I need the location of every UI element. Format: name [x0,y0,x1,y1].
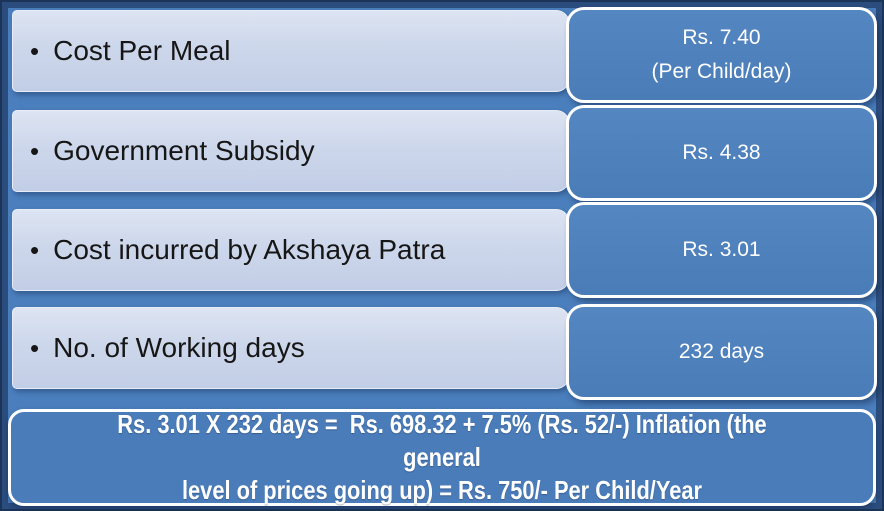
value-box-cost-per-meal: Rs. 7.40 (Per Child/day) [566,7,877,103]
bullet-icon: • [30,36,40,66]
label-box-government-subsidy: • Government Subsidy [12,110,570,192]
bullet-icon: • [30,136,40,166]
value-line: (Per Child/day) [651,60,792,83]
label-box-cost-incurred: • Cost incurred by Akshaya Patra [12,209,570,291]
label-box-cost-per-meal: • Cost Per Meal [12,10,570,92]
label-box-working-days: • No. of Working days [12,307,570,389]
value-box-government-subsidy: Rs. 4.38 [566,105,877,201]
formula-line-1: Rs. 3.01 X 232 days = Rs. 698.32 + 7.5% … [117,408,773,472]
value-box-cost-incurred: Rs. 3.01 [566,202,877,298]
bullet-icon: • [30,333,40,363]
value-line: Rs. 7.40 [682,26,761,49]
value-line: Rs. 4.38 [682,141,761,164]
formula-line-2: level of prices going up) = Rs. 750/- Pe… [181,475,703,506]
bullet-icon: • [30,235,40,265]
row-label: No. of Working days [53,332,305,363]
row-label: Cost incurred by Akshaya Patra [53,234,446,265]
row-label: Cost Per Meal [53,35,231,66]
formula-text: Rs. 3.01 X 232 days = Rs. 698.32 + 7.5% … [80,408,804,508]
value-line: 232 days [678,340,765,363]
row-label: Government Subsidy [53,135,315,166]
value-box-working-days: 232 days [566,304,877,400]
formula-summary-box: Rs. 3.01 X 232 days = Rs. 698.32 + 7.5% … [8,409,876,506]
value-line: Rs. 3.01 [682,238,761,261]
